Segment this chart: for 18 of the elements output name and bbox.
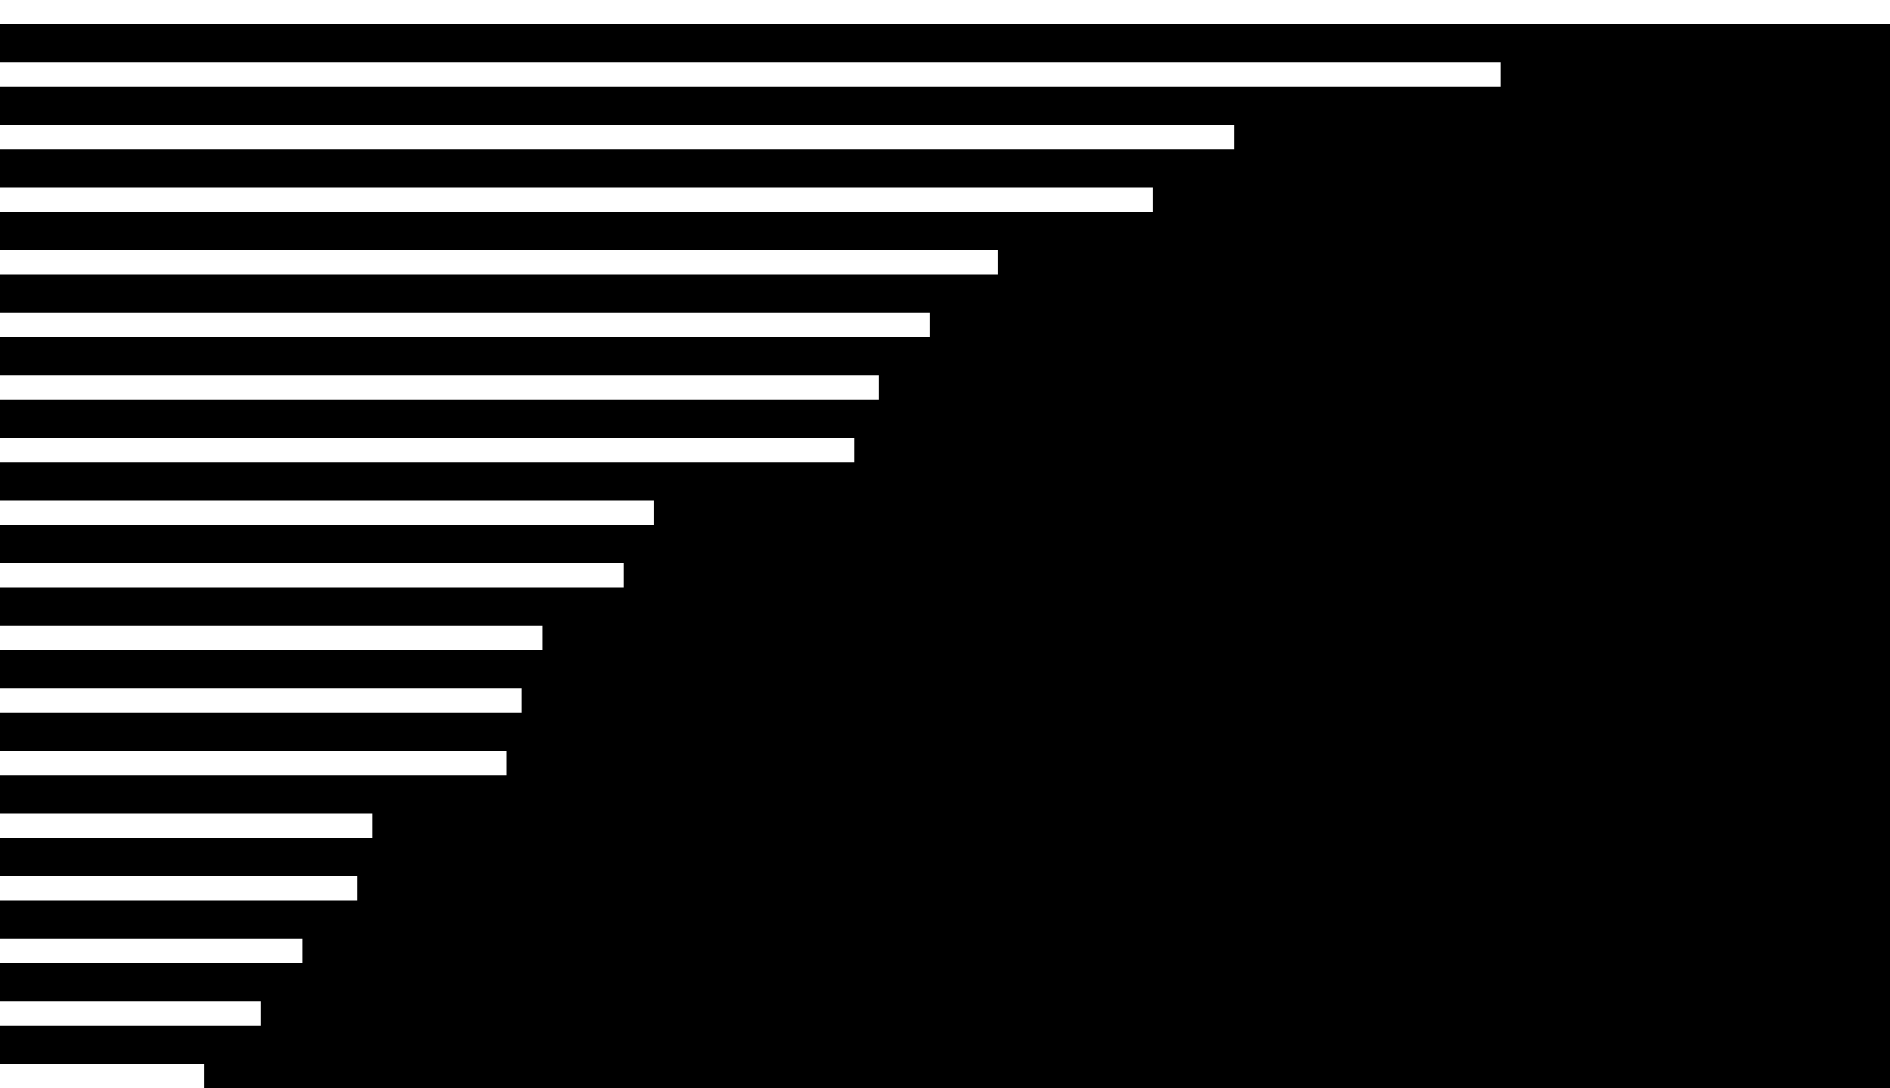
- bar: [0, 124, 1235, 150]
- bar: [0, 688, 522, 713]
- bar: [0, 187, 1153, 212]
- bar: [0, 938, 303, 964]
- bar: [0, 437, 855, 463]
- bar: [0, 876, 358, 901]
- bar: [0, 625, 543, 651]
- bar: [0, 62, 1501, 87]
- bar: [0, 563, 624, 588]
- bar: [0, 500, 654, 525]
- bar: [0, 0, 1890, 25]
- bar: [0, 813, 373, 838]
- bar: [0, 312, 930, 338]
- bar: [0, 1001, 261, 1026]
- bar: [0, 1063, 205, 1088]
- bar: [0, 750, 507, 776]
- bar: [0, 375, 879, 400]
- bar: [0, 250, 998, 275]
